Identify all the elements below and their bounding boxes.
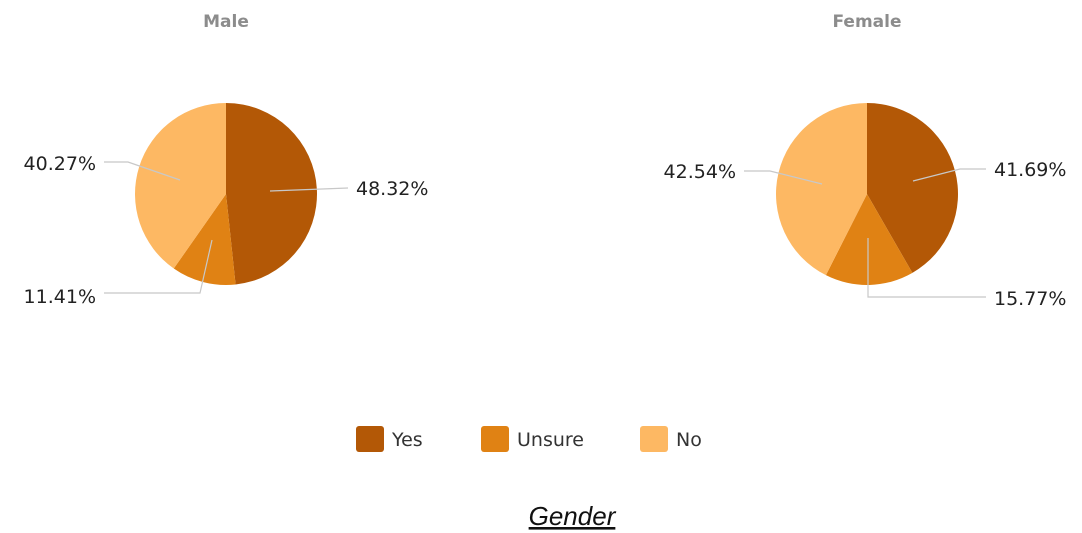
leader-line [104, 239, 213, 294]
data-label-yes: 41.69% [994, 159, 1066, 181]
legend: Yes Unsure No [356, 426, 702, 452]
slice-yes[interactable] [226, 103, 318, 285]
legend-item-unsure[interactable]: Unsure [481, 426, 584, 452]
leader-line [104, 161, 181, 181]
legend-item-no[interactable]: No [640, 426, 702, 452]
legend-swatch [481, 426, 509, 452]
leader-line [744, 170, 823, 185]
pie-male: Male 48.32% 11.41% 40.27% [24, 12, 429, 308]
legend-swatch [640, 426, 668, 452]
data-label-yes: 48.32% [356, 178, 428, 200]
leader-line [867, 238, 986, 298]
pie-title: Female [833, 12, 902, 32]
pie-female: Female 41.69% 15.77% 42.54% [664, 12, 1067, 310]
pie-charts: Male 48.32% 11.41% 40.27% Female 41.69% 15.77%… [24, 12, 1067, 310]
chart-caption: Gender [529, 501, 617, 531]
slice-unsure[interactable] [825, 194, 913, 285]
legend-swatch [356, 426, 384, 452]
slice-no[interactable] [775, 103, 867, 276]
data-label-no: 42.54% [664, 161, 736, 183]
legend-label: Unsure [517, 429, 584, 451]
data-label-no: 40.27% [24, 153, 96, 175]
pie-title: Male [203, 12, 249, 32]
legend-label: No [676, 429, 702, 451]
data-label-unsure: 15.77% [994, 288, 1066, 310]
slice-unsure[interactable] [173, 194, 236, 286]
legend-item-yes[interactable]: Yes [356, 426, 423, 452]
legend-label: Yes [391, 429, 423, 451]
leader-line [912, 168, 986, 182]
slice-no[interactable] [134, 103, 226, 269]
leader-line [269, 187, 349, 192]
data-label-unsure: 11.41% [24, 286, 96, 308]
slice-yes[interactable] [867, 103, 958, 273]
